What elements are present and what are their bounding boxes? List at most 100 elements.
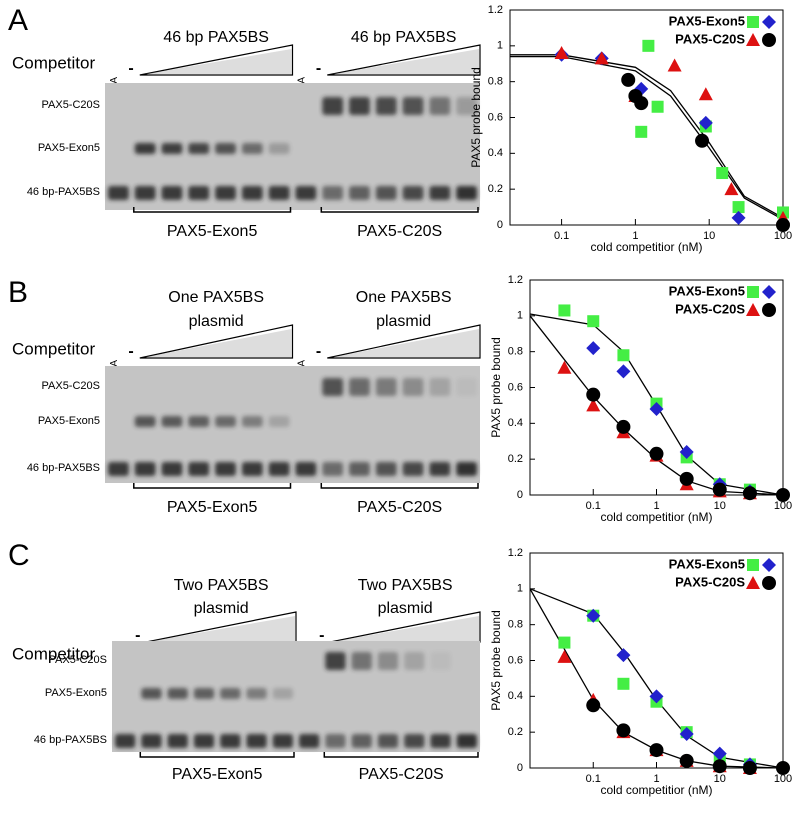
- y-tick-label: 1: [517, 583, 523, 595]
- gel-band: [115, 734, 136, 748]
- gel-band: [456, 462, 477, 476]
- gel-band: [215, 462, 236, 476]
- gel-band: [108, 462, 129, 476]
- gel-band: [220, 688, 241, 699]
- band-label: PAX5-Exon5: [38, 415, 100, 427]
- y-tick-label: 0.4: [508, 690, 523, 702]
- marker-triangle: [557, 360, 572, 374]
- gel-band: [349, 378, 370, 396]
- x-tick-label: 10: [703, 230, 715, 242]
- y-tick-label: 0.2: [508, 726, 523, 738]
- marker-square: [587, 315, 600, 328]
- group-label: PAX5-Exon5: [167, 499, 258, 516]
- dash-label: -: [316, 60, 321, 77]
- marker-diamond: [649, 689, 664, 704]
- gel-band: [268, 186, 290, 200]
- competitor-label: Competitor: [12, 644, 95, 663]
- competitor-title: One PAX5BS: [168, 289, 264, 306]
- x-axis-label: cold competitior (nM): [600, 510, 712, 524]
- wedge-fill: [145, 329, 292, 357]
- legend-label: PAX5-Exon5: [669, 556, 745, 571]
- gel-band: [377, 652, 399, 670]
- marker-diamond: [762, 15, 776, 29]
- marker-square: [558, 304, 571, 317]
- marker-diamond: [586, 341, 601, 356]
- x-tick-label: 1: [653, 773, 659, 785]
- y-tick-label: 0.4: [488, 147, 503, 159]
- gel-band: [456, 97, 477, 115]
- marker-circle: [776, 761, 790, 775]
- x-tick-label: 1: [653, 500, 659, 512]
- marker-diamond: [712, 746, 727, 761]
- competitor-title: 46 bp PAX5BS: [351, 29, 457, 46]
- marker-square: [716, 167, 729, 180]
- fit-curve: [529, 588, 784, 769]
- band-label: PAX5-C20S: [42, 99, 101, 111]
- chart: 0 0.2 0.4 0.6 0.8 1 1.2 0.1 1 10 100 cold competiti…: [469, 4, 792, 254]
- gel-band: [351, 734, 372, 748]
- gel-band: [402, 462, 424, 476]
- gel-band: [272, 734, 293, 748]
- marker-diamond: [586, 608, 601, 623]
- panel-letter: A: [8, 4, 28, 37]
- y-axis-label: PAX5 probe bound: [469, 67, 483, 168]
- marker-circle: [679, 753, 694, 768]
- y-tick-label: 0.6: [508, 381, 523, 393]
- gel-band: [272, 688, 293, 699]
- gel-band: [375, 462, 397, 476]
- bracket: [133, 483, 292, 489]
- gel-band: [167, 688, 188, 699]
- gel-band: [295, 462, 317, 476]
- marker-square: [617, 349, 630, 362]
- x-tick-label: 100: [774, 230, 792, 242]
- y-axis-label: PAX5 probe bound: [489, 610, 503, 711]
- gel-band: [429, 462, 451, 476]
- marker-circle: [679, 471, 694, 486]
- competitor-title: One PAX5BS: [356, 289, 452, 306]
- gel-band: [141, 734, 162, 748]
- x-tick-label: 100: [774, 773, 792, 785]
- competitor-wedge: [139, 44, 294, 76]
- gel-band: [322, 462, 344, 476]
- marker-square: [617, 677, 630, 690]
- group-label: PAX5-C20S: [359, 766, 444, 783]
- x-axis-label: cold competitior (nM): [600, 783, 712, 797]
- gel-band: [429, 186, 451, 200]
- marker-circle: [762, 303, 776, 317]
- y-tick-label: 1.2: [488, 4, 503, 16]
- bracket: [139, 752, 295, 758]
- marker-diamond: [649, 402, 664, 416]
- gel-band: [299, 734, 320, 748]
- group-label: PAX5-C20S: [357, 223, 442, 240]
- y-tick-label: 0: [497, 219, 503, 231]
- band-label: 46 bp-PAX5BS: [27, 186, 100, 198]
- y-tick-label: 0.2: [488, 183, 503, 195]
- marker-square: [635, 125, 648, 138]
- marker-square: [642, 39, 655, 52]
- marker-circle: [776, 218, 790, 232]
- marker-circle: [586, 387, 601, 402]
- wedge-fill: [152, 616, 295, 641]
- marker-diamond: [762, 285, 776, 299]
- marker-circle: [634, 96, 649, 111]
- y-tick-label: 0.8: [508, 619, 523, 631]
- marker-diamond: [731, 210, 746, 225]
- y-tick-label: 0.8: [488, 76, 503, 88]
- legend-label: PAX5-Exon5: [669, 13, 745, 28]
- gel-band: [404, 734, 425, 748]
- dash-label: -: [128, 343, 133, 360]
- gel-band: [268, 143, 290, 154]
- gel-band: [325, 734, 346, 748]
- marker-circle: [762, 33, 776, 47]
- x-tick-label: 0.1: [554, 230, 569, 242]
- marker-circle: [776, 488, 790, 502]
- wedge-fill: [333, 49, 479, 74]
- gel-panel: CCompetitorFree DNA-Free DNA-Two PAX5BSp…: [8, 539, 481, 783]
- band-label: PAX5-Exon5: [38, 142, 100, 154]
- gel-band: [404, 652, 425, 670]
- gel-band: [215, 186, 236, 200]
- marker-circle: [649, 743, 664, 758]
- gel-band: [246, 734, 267, 748]
- competitor-wedge: [327, 324, 481, 359]
- marker-square: [747, 559, 759, 571]
